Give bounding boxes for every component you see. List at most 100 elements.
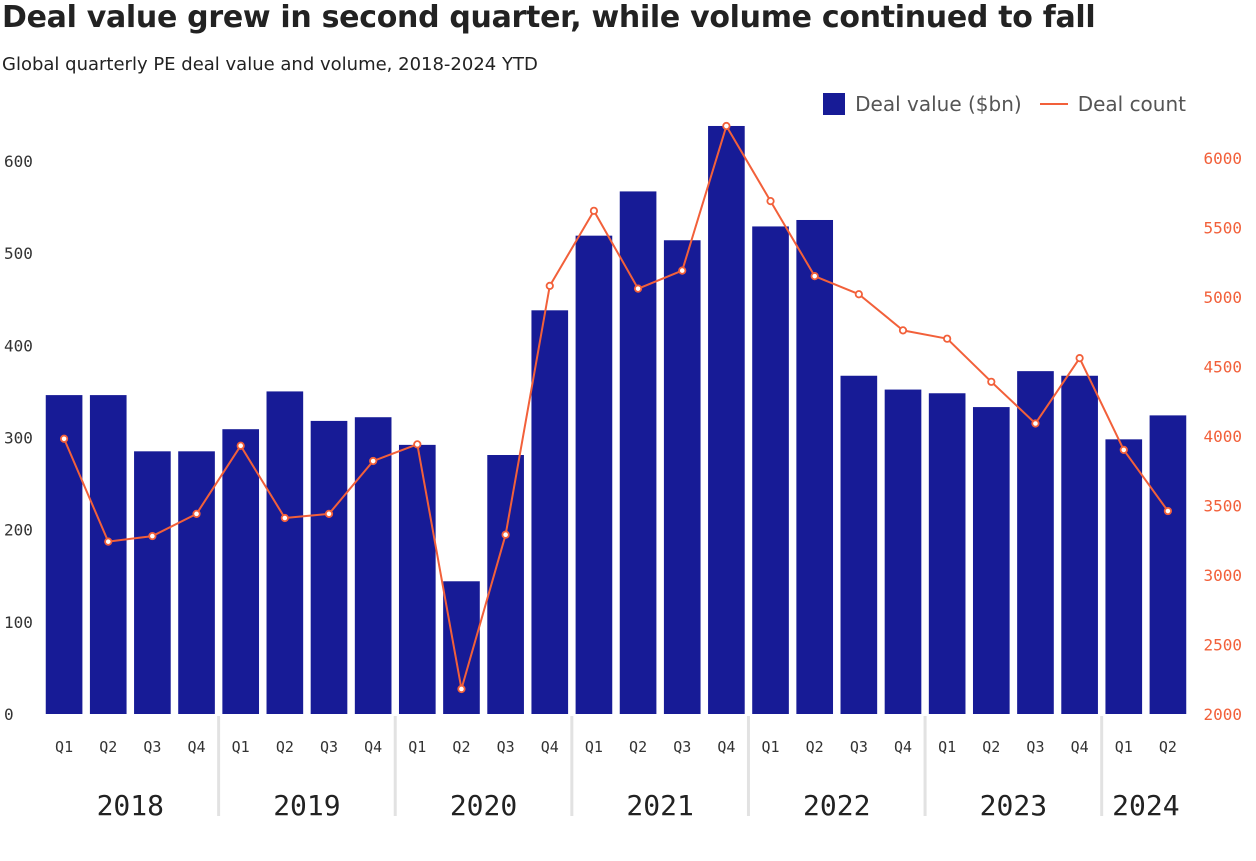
legend-swatch-bar (823, 93, 846, 115)
left-tick-label: 200 (4, 521, 33, 540)
bar (884, 389, 922, 714)
right-tick-label: 3500 (1203, 497, 1242, 516)
bar (796, 219, 834, 715)
year-label: 2018 (97, 789, 164, 822)
bar (1149, 415, 1187, 714)
right-tick-label: 2500 (1203, 636, 1242, 655)
deal-count-point (1163, 506, 1173, 516)
quarter-label: Q3 (143, 738, 161, 756)
deal-count-point (324, 509, 334, 518)
deal-count-point (898, 326, 908, 335)
deal-count-point (678, 266, 687, 275)
deal-count-point (854, 290, 863, 299)
deal-count-point (501, 530, 510, 539)
year-label: 2021 (626, 789, 693, 822)
quarter-label: Q2 (982, 738, 1000, 756)
year-label: 2022 (803, 789, 870, 822)
right-tick-label: 5000 (1203, 288, 1242, 307)
bar (840, 375, 878, 714)
bar (178, 451, 215, 714)
deal-count-point (1119, 445, 1128, 454)
right-axis-ticks: 2000 2500 3000 3500 4000 4500 5000 5500 6000 (1203, 149, 1242, 724)
deal-count-point (413, 440, 422, 449)
quarter-label: Q2 (276, 738, 294, 756)
quarter-label: Q2 (1159, 738, 1177, 756)
right-tick-label: 3000 (1203, 566, 1242, 585)
bar (134, 451, 171, 714)
quarter-label: Q4 (188, 738, 206, 756)
deal-count-point (633, 284, 643, 293)
quarter-label: Q1 (762, 738, 780, 756)
right-tick-label: 6000 (1203, 149, 1242, 168)
deal-count-point (722, 121, 731, 131)
left-tick-label: 0 (4, 705, 14, 724)
bars-group (45, 125, 1187, 715)
right-tick-label: 4500 (1203, 358, 1242, 377)
chart-subtitle: Global quarterly PE deal value and volum… (2, 54, 538, 75)
bar (222, 429, 260, 714)
chart-title: Deal value grew in second quarter, while… (2, 0, 1096, 35)
quarter-label: Q3 (320, 738, 338, 756)
quarter-label: Q1 (1115, 738, 1133, 756)
deal-count-point (104, 537, 113, 546)
quarter-label: Q3 (673, 738, 691, 756)
left-axis-ticks: 0 100 200 300 400 500 600 (4, 152, 33, 724)
deal-count-point (766, 196, 775, 206)
deal-count-point (369, 456, 378, 466)
bar (663, 240, 701, 714)
quarter-label: Q1 (408, 738, 426, 756)
bar (398, 444, 436, 714)
quarter-label: Q4 (1071, 738, 1089, 756)
deal-count-point (148, 531, 157, 541)
year-label: 2024 (1112, 789, 1179, 822)
deal-count-point (59, 434, 69, 443)
right-tick-label: 2000 (1203, 705, 1242, 724)
left-tick-label: 300 (4, 429, 33, 448)
x-axis: Q1 Q2 Q3 Q4 Q1 Q2 Q3 Q4 Q1 Q2 Q3 Q4 Q1 Q2 Q3 Q4 Q1 Q2 Q3 Q4… (55, 716, 1180, 822)
legend-label-deal-value: Deal value ($bn) (855, 92, 1022, 116)
left-tick-label: 100 (4, 613, 33, 632)
quarter-label: Q2 (452, 738, 470, 756)
bar (531, 310, 569, 714)
deal-count-point (545, 281, 554, 290)
bar (928, 393, 966, 714)
quarter-label: Q2 (806, 738, 824, 756)
line-group (59, 121, 1173, 694)
quarter-label: Q4 (541, 738, 559, 756)
legend-swatch-line (1039, 103, 1068, 105)
year-label: 2020 (450, 789, 517, 822)
deal-count-point (1031, 419, 1040, 428)
bar (708, 125, 745, 715)
legend: Deal value ($bn) Deal count (823, 92, 1186, 116)
bar (266, 391, 304, 714)
deal-count-point (943, 334, 952, 343)
left-tick-label: 500 (4, 244, 33, 263)
left-tick-label: 600 (4, 152, 33, 171)
deal-count-point (810, 272, 819, 281)
left-tick-label: 400 (4, 336, 33, 355)
deal-count-point (589, 206, 599, 215)
bar (619, 191, 657, 715)
bar (354, 417, 392, 714)
deal-count-point (236, 441, 245, 450)
quarter-label: Q1 (232, 738, 250, 756)
bar (89, 395, 127, 714)
bar (487, 455, 524, 714)
deal-count-point (1075, 354, 1084, 363)
deal-count-point (457, 684, 466, 694)
quarter-label: Q1 (938, 738, 956, 756)
quarter-label: Q4 (364, 738, 382, 756)
deal-count-line (63, 125, 1169, 690)
bar (1105, 439, 1143, 714)
bar (1017, 371, 1054, 714)
quarter-label: Q2 (629, 738, 647, 756)
quarter-label: Q3 (497, 738, 515, 756)
quarter-label: Q4 (717, 738, 735, 756)
quarter-label: Q1 (585, 738, 603, 756)
year-label: 2023 (980, 789, 1047, 822)
deal-count-point (280, 513, 289, 523)
year-label: 2019 (273, 789, 340, 822)
legend-label-deal-count: Deal count (1077, 92, 1186, 116)
quarter-label: Q4 (894, 738, 912, 756)
